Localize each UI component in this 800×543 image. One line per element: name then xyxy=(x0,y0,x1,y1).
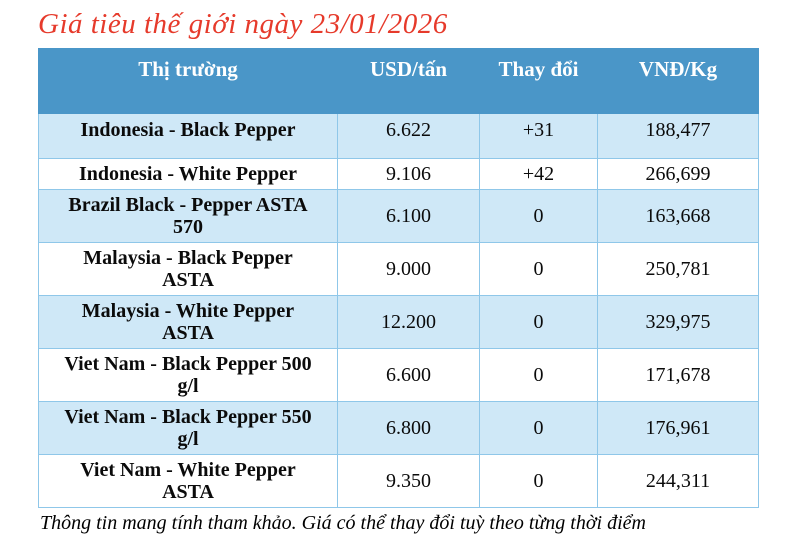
market-cell: Brazil Black - Pepper ASTA 570 xyxy=(38,189,338,243)
market-cell: Indonesia - White Pepper xyxy=(38,158,338,190)
table-header-row: Thị trường USD/tấn Thay đổi VNĐ/Kg xyxy=(38,48,759,114)
usd-cell: 6.600 xyxy=(337,348,480,402)
change-cell: +42 xyxy=(479,158,598,190)
col-header-change: Thay đổi xyxy=(479,48,598,114)
vnd-cell: 176,961 xyxy=(597,401,759,455)
usd-cell: 6.622 xyxy=(337,113,480,159)
table-body: Indonesia - Black Pepper 6.622 +31 188,4… xyxy=(38,113,759,508)
col-header-vnd: VNĐ/Kg xyxy=(597,48,759,114)
vnd-cell: 250,781 xyxy=(597,242,759,296)
usd-cell: 9.350 xyxy=(337,454,480,508)
col-header-usd: USD/tấn xyxy=(337,48,480,114)
pepper-price-table: Thị trường USD/tấn Thay đổi VNĐ/Kg Indon… xyxy=(38,48,759,508)
market-cell: Viet Nam - White Pepper ASTA xyxy=(38,454,338,508)
change-cell: 0 xyxy=(479,401,598,455)
market-cell: Malaysia - Black Pepper ASTA xyxy=(38,242,338,296)
market-cell: Viet Nam - Black Pepper 500 g/l xyxy=(38,348,338,402)
disclaimer-text: Thông tin mang tính tham khảo. Giá có th… xyxy=(40,512,646,534)
table-row: Viet Nam - Black Pepper 550 g/l 6.800 0 … xyxy=(38,401,759,455)
usd-cell: 12.200 xyxy=(337,295,480,349)
vnd-cell: 329,975 xyxy=(597,295,759,349)
market-cell: Indonesia - Black Pepper xyxy=(38,113,338,159)
usd-cell: 9.106 xyxy=(337,158,480,190)
table-row: Indonesia - Black Pepper 6.622 +31 188,4… xyxy=(38,113,759,159)
change-cell: +31 xyxy=(479,113,598,159)
vnd-cell: 171,678 xyxy=(597,348,759,402)
market-cell: Viet Nam - Black Pepper 550 g/l xyxy=(38,401,338,455)
table-row: Brazil Black - Pepper ASTA 570 6.100 0 1… xyxy=(38,189,759,243)
change-cell: 0 xyxy=(479,189,598,243)
vnd-cell: 188,477 xyxy=(597,113,759,159)
vnd-cell: 244,311 xyxy=(597,454,759,508)
change-cell: 0 xyxy=(479,242,598,296)
change-cell: 0 xyxy=(479,295,598,349)
change-cell: 0 xyxy=(479,454,598,508)
table-row: Viet Nam - White Pepper ASTA 9.350 0 244… xyxy=(38,454,759,508)
col-header-market: Thị trường xyxy=(38,48,338,114)
vnd-cell: 163,668 xyxy=(597,189,759,243)
table-row: Indonesia - White Pepper 9.106 +42 266,6… xyxy=(38,158,759,190)
usd-cell: 6.800 xyxy=(337,401,480,455)
usd-cell: 9.000 xyxy=(337,242,480,296)
table-row: Malaysia - Black Pepper ASTA 9.000 0 250… xyxy=(38,242,759,296)
usd-cell: 6.100 xyxy=(337,189,480,243)
table-header: Thị trường USD/tấn Thay đổi VNĐ/Kg xyxy=(38,48,759,114)
change-cell: 0 xyxy=(479,348,598,402)
page-title: Giá tiêu thế giới ngày 23/01/2026 xyxy=(38,8,448,40)
vnd-cell: 266,699 xyxy=(597,158,759,190)
table-row: Malaysia - White Pepper ASTA 12.200 0 32… xyxy=(38,295,759,349)
table-row: Viet Nam - Black Pepper 500 g/l 6.600 0 … xyxy=(38,348,759,402)
market-cell: Malaysia - White Pepper ASTA xyxy=(38,295,338,349)
